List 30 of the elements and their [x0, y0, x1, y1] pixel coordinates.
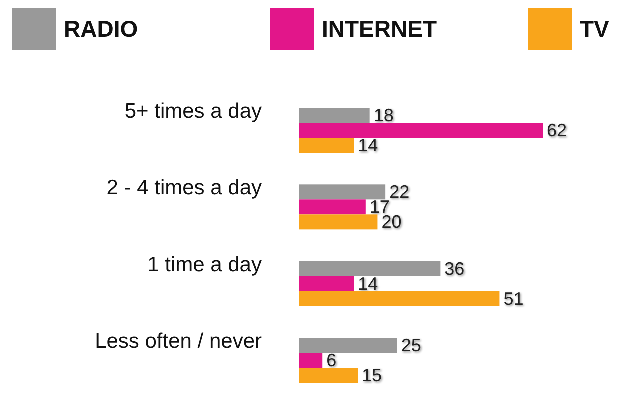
legend-label: TV: [580, 16, 610, 42]
data-label: 25: [401, 336, 422, 356]
bar: [299, 261, 441, 276]
bar: [299, 353, 323, 368]
data-label: 51: [504, 288, 524, 309]
data-label: 62: [547, 120, 568, 140]
data-label: 6: [326, 350, 337, 370]
y-tick-label: 2 - 4 times a day: [106, 176, 262, 200]
bar: [299, 338, 398, 353]
bar: [299, 108, 370, 123]
data-label: 36: [444, 258, 465, 279]
legend-label: INTERNET: [322, 16, 437, 42]
bar: [299, 138, 354, 153]
bar: [299, 200, 366, 215]
y-tick-label: 1 time a day: [148, 253, 262, 276]
bar: [299, 368, 358, 383]
bar: [299, 123, 543, 138]
data-label: 20: [382, 212, 402, 232]
y-tick-label: 5+ times a day: [124, 100, 262, 123]
data-label: 14: [358, 136, 378, 156]
y-tick-label: Less often / never: [95, 330, 262, 353]
data-label: 14: [358, 274, 378, 294]
data-label: 22: [390, 182, 410, 202]
bar: [299, 214, 378, 230]
legend-label: RADIO: [64, 16, 138, 42]
bar: [299, 291, 500, 306]
data-label: 18: [374, 106, 394, 126]
bar: [299, 184, 386, 200]
data-label: 15: [362, 366, 382, 386]
bar: [299, 276, 354, 292]
